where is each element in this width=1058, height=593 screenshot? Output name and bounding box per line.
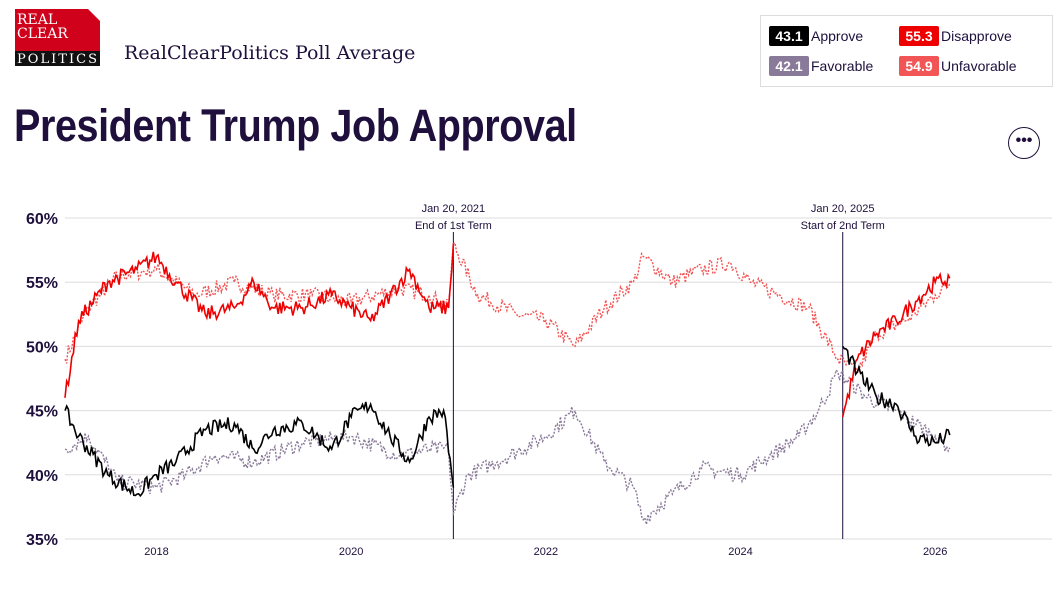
- approval-chart: 60% 55% 50% 45% 40% 35% 2018 2020 2022 2024 2026 Ja…: [26, 203, 1052, 558]
- legend-disapprove[interactable]: 55.3 Disapprove: [899, 26, 1012, 46]
- favorable-value: 42.1: [769, 56, 809, 76]
- annotation-label: End of 1st Term: [415, 220, 492, 232]
- series-line-approve: [842, 345, 951, 447]
- annotation-label: Start of 2nd Term: [801, 220, 885, 232]
- page-title: President Trump Job Approval: [14, 100, 577, 151]
- annotation-date: Jan 20, 2025: [811, 203, 875, 215]
- svg-text:REAL: REAL: [17, 12, 57, 28]
- y-tick-label: 50%: [26, 339, 58, 356]
- series-line-approve: [64, 401, 455, 498]
- approve-value: 43.1: [769, 26, 809, 46]
- series-line-disapprove: [64, 243, 455, 398]
- svg-text:CLEAR: CLEAR: [17, 26, 68, 42]
- favorable-label: Favorable: [811, 58, 874, 74]
- y-tick-label: 40%: [26, 468, 58, 485]
- x-tick-label: 2024: [728, 546, 752, 558]
- more-options-button[interactable]: •••: [1008, 127, 1040, 159]
- x-tick-label: 2020: [339, 546, 363, 558]
- series-line-disapprove: [841, 271, 951, 418]
- legend-approve[interactable]: 43.1 Approve: [769, 26, 863, 46]
- y-tick-label: 35%: [26, 532, 58, 549]
- series-line-favorable: [64, 368, 951, 525]
- unfavorable-label: Unfavorable: [941, 58, 1017, 74]
- legend-unfavorable[interactable]: 54.9 Unfavorable: [899, 56, 1017, 76]
- y-tick-label: 55%: [26, 275, 58, 292]
- legend-favorable[interactable]: 42.1 Favorable: [769, 56, 873, 76]
- rcp-logo: REAL CLEAR POLITICS: [15, 9, 100, 66]
- x-tick-label: 2026: [923, 546, 947, 558]
- y-tick-label: 60%: [26, 211, 58, 228]
- series-line-unfavorable: [64, 241, 951, 373]
- x-tick-label: 2022: [534, 546, 558, 558]
- disapprove-value: 55.3: [899, 26, 939, 46]
- x-tick-label: 2018: [144, 546, 168, 558]
- approve-label: Approve: [811, 28, 864, 44]
- subtitle: RealClearPolitics Poll Average: [124, 42, 416, 64]
- legend: 43.1 Approve 55.3 Disapprove 42.1 Favorable…: [760, 15, 1053, 87]
- y-tick-label: 45%: [26, 404, 58, 421]
- disapprove-label: Disapprove: [941, 28, 1012, 44]
- unfavorable-value: 54.9: [899, 56, 939, 76]
- annotation-date: Jan 20, 2021: [422, 203, 486, 215]
